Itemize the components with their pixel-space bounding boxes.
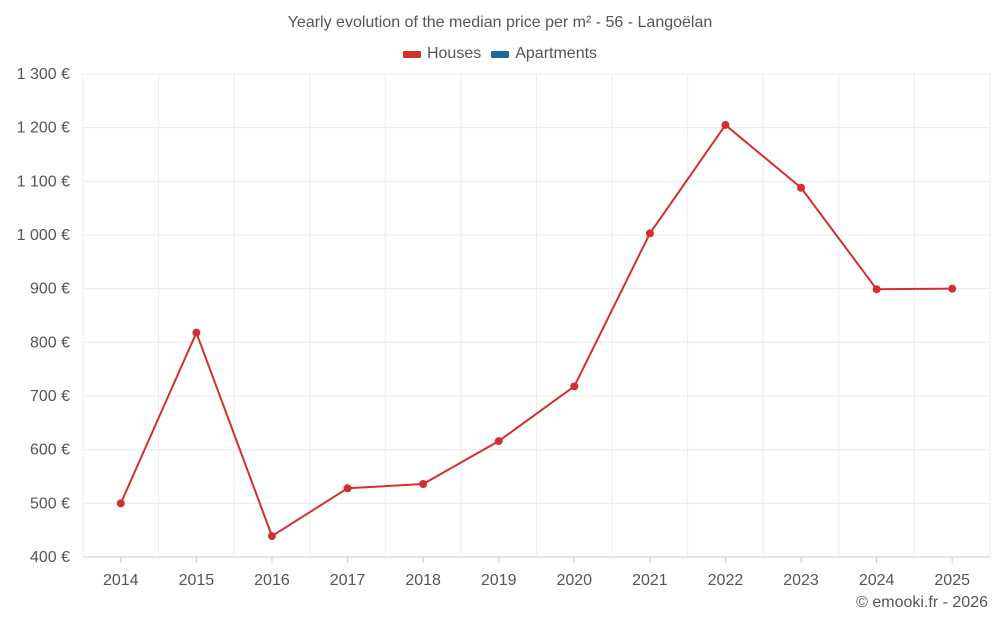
x-tick-label: 2022 [708,572,744,589]
data-point-houses-2021 [645,229,654,238]
y-tick-label: 600 € [30,442,70,459]
y-tick-label: 400 € [30,549,70,566]
x-tick-label: 2014 [103,572,139,589]
x-tick-label: 2017 [330,572,366,589]
legend-item-houses[interactable]: Houses [402,45,482,63]
data-point-houses-2019 [494,437,503,446]
data-point-houses-2017 [343,484,352,493]
x-tick-label: 2020 [556,572,592,589]
data-point-houses-2022 [721,120,730,129]
x-tick-label: 2015 [179,572,215,589]
data-point-houses-2018 [419,480,428,489]
data-point-houses-2024 [872,285,881,294]
chart-title: Yearly evolution of the median price per… [287,14,713,31]
data-point-houses-2020 [570,382,579,391]
legend-label-apartments: Apartments [515,45,598,62]
data-point-houses-2023 [797,183,806,192]
x-tick-label: 2016 [254,572,290,589]
legend-swatch-houses [402,50,421,58]
y-tick-label: 1 200 € [17,120,70,137]
legend-swatch-apartments [491,50,510,58]
data-point-houses-2014 [116,499,125,508]
y-tick-label: 1 300 € [17,66,70,83]
y-tick-label: 700 € [30,388,70,405]
credit-text: © emooki.fr - 2026 [856,594,988,611]
data-point-houses-2025 [948,284,957,293]
x-tick-label: 2023 [783,572,819,589]
legend-item-apartments[interactable]: Apartments [491,45,597,63]
x-tick-label: 2018 [405,572,441,589]
x-tick-label: 2025 [934,572,970,589]
x-tick-label: 2024 [859,572,895,589]
y-tick-label: 900 € [30,281,70,298]
chart-legend: Houses Apartments [0,45,1000,63]
y-tick-label: 1 000 € [17,227,70,244]
series-line-houses [119,123,953,538]
legend-label-houses: Houses [426,45,482,62]
x-tick-label: 2019 [481,572,517,589]
y-tick-label: 800 € [30,334,70,351]
data-point-houses-2015 [192,328,201,337]
x-tick-label: 2021 [632,572,668,589]
data-point-houses-2016 [267,532,276,541]
y-tick-label: 500 € [30,495,70,512]
y-tick-label: 1 100 € [17,173,70,190]
